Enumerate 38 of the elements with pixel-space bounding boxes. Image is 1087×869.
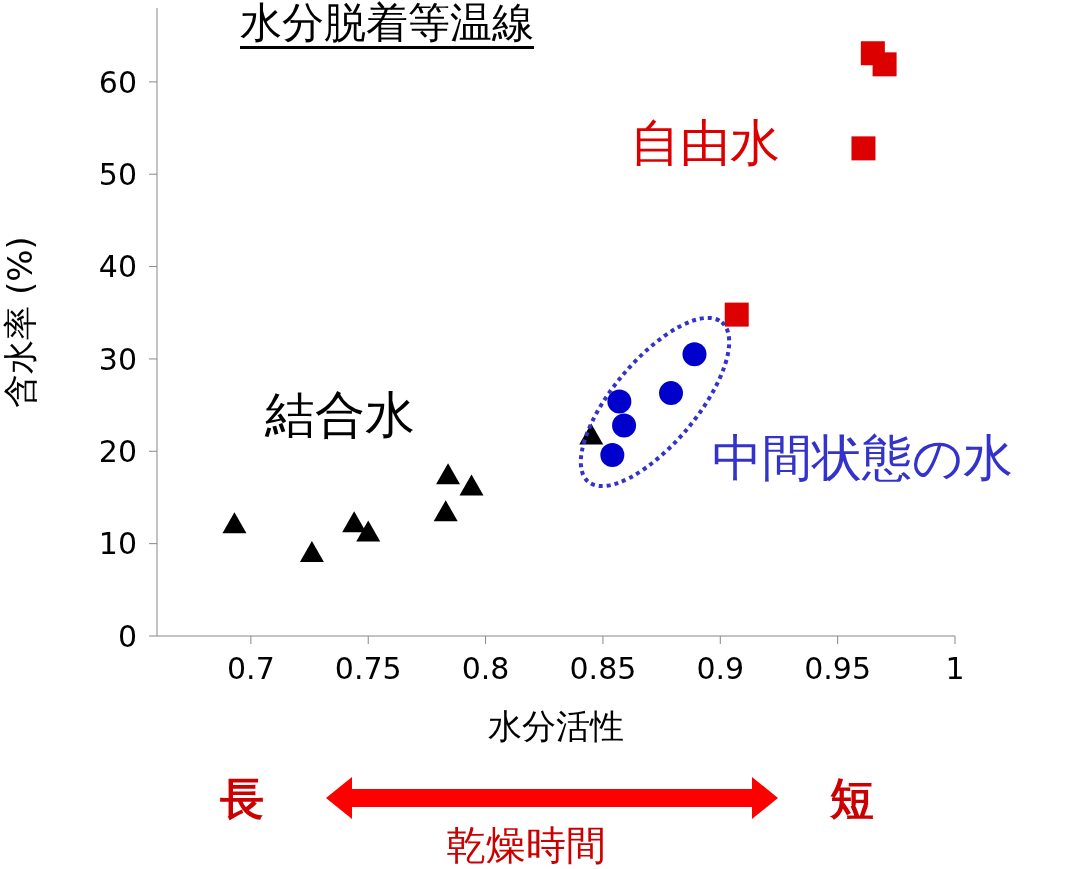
x-tick-label: 1 (945, 651, 965, 687)
x-tick-label: 0.8 (461, 651, 510, 687)
point (299, 540, 324, 562)
point (682, 342, 707, 367)
series-label: 自由水 (630, 114, 780, 172)
point (724, 302, 749, 327)
series-label: 結合水 (265, 386, 415, 444)
point (600, 442, 625, 467)
text: 長 (220, 772, 264, 826)
x-axis-title: 水分活性 (488, 706, 624, 746)
point (659, 381, 684, 406)
y-axis-title: 含水率 (%) (0, 236, 41, 408)
point (356, 520, 381, 542)
y-tick-label: 40 (98, 249, 137, 285)
y-tick-label: 0 (117, 618, 137, 654)
point (459, 474, 484, 496)
y-tick-label: 20 (98, 433, 137, 469)
y-tick-label: 60 (98, 64, 137, 100)
y-tick-label: 10 (98, 526, 137, 562)
y-tick-label: 30 (98, 341, 137, 377)
point (342, 511, 367, 533)
point (612, 413, 637, 438)
x-tick-label: 0.7 (227, 651, 275, 687)
x-tick-label: 0.85 (569, 651, 637, 687)
y-tick-label: 50 (98, 156, 137, 192)
series-label: 中間状態の水 (712, 429, 1013, 487)
point (436, 463, 461, 485)
chart-title: 水分脱着等温線 (240, 0, 534, 49)
text: 短 (830, 772, 874, 826)
point (851, 136, 876, 161)
x-tick-label: 0.75 (334, 651, 402, 687)
point (433, 500, 458, 522)
x-tick-label: 0.95 (804, 651, 872, 687)
point (872, 52, 897, 77)
x-tick-label: 0.9 (696, 651, 745, 687)
text: 乾燥時間 (446, 821, 606, 869)
point (222, 512, 247, 534)
point (607, 389, 632, 414)
